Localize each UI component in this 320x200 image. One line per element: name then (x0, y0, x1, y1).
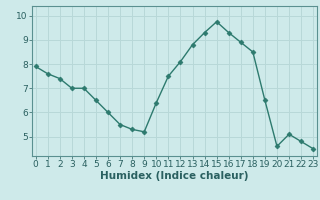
X-axis label: Humidex (Indice chaleur): Humidex (Indice chaleur) (100, 171, 249, 181)
